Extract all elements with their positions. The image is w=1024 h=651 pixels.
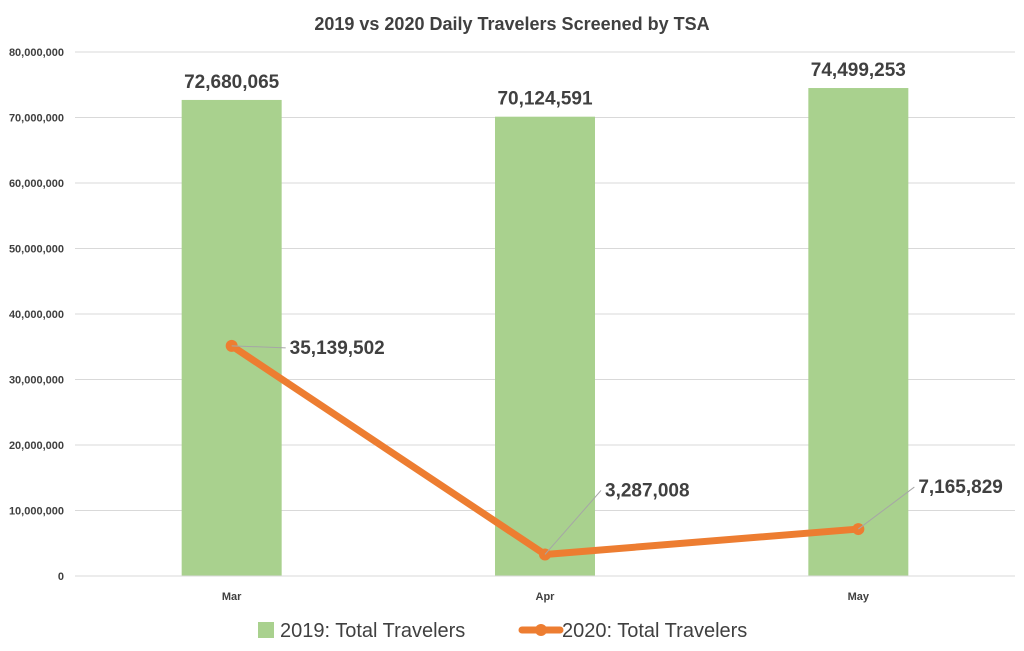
- leader-line: [231, 345, 286, 349]
- chart-title: 2019 vs 2020 Daily Travelers Screened by…: [314, 14, 709, 34]
- y-tick-label: 30,000,000: [9, 375, 64, 387]
- bar-data-label: 72,680,065: [184, 72, 280, 93]
- leader-line: [858, 486, 915, 530]
- y-tick-label: 50,000,000: [9, 244, 64, 256]
- y-tick-label: 70,000,000: [9, 113, 64, 125]
- y-tick-label: 10,000,000: [9, 506, 64, 518]
- legend: 2019: Total Travelers 2020: Total Travele…: [258, 620, 747, 642]
- legend-swatch-2019: [258, 622, 274, 638]
- line-data-label: 3,287,008: [605, 480, 690, 501]
- bar-data-label: 74,499,253: [811, 60, 906, 81]
- line-data-label: 7,165,829: [918, 477, 1003, 498]
- bars-2019: [181, 88, 909, 577]
- y-tick-label: 20,000,000: [9, 440, 64, 452]
- axes: 0 10,000,000 20,000,000 30,000,000 40,000,00…: [9, 47, 1015, 603]
- x-tick-label: Apr: [536, 591, 556, 603]
- y-tick-label: 40,000,000: [9, 309, 64, 321]
- legend-label-2019: 2019: Total Travelers: [280, 620, 465, 642]
- bar: [495, 116, 595, 576]
- x-tick-label: Mar: [222, 591, 242, 603]
- legend-label-2020: 2020: Total Travelers: [562, 620, 747, 642]
- y-tick-label: 0: [58, 571, 64, 583]
- y-tick-label: 60,000,000: [9, 178, 64, 190]
- data-labels: 72,680,065 70,124,591 74,499,253 35,139,502…: [184, 60, 1003, 555]
- bar-data-label: 70,124,591: [497, 89, 593, 110]
- leader-line: [544, 490, 602, 555]
- legend-swatch-point-2020: [535, 624, 547, 636]
- bar: [808, 88, 909, 576]
- bar: [181, 99, 282, 577]
- line-data-label: 35,139,502: [290, 338, 385, 359]
- x-tick-label: May: [848, 591, 870, 603]
- y-tick-label: 80,000,000: [9, 47, 64, 59]
